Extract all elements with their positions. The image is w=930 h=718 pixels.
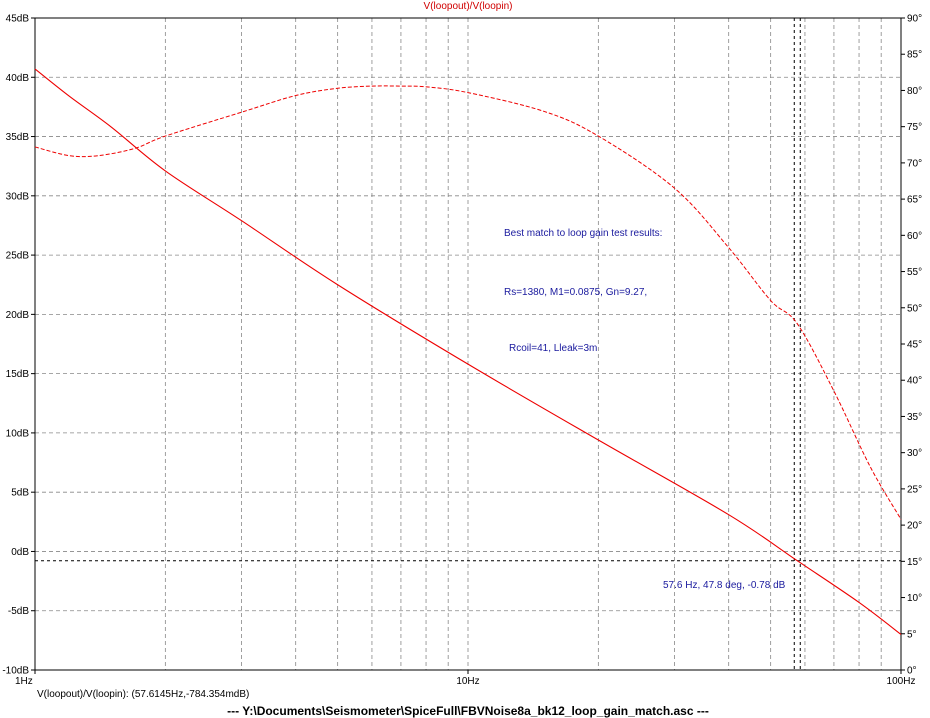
right-axis: 0° 5° 10° 15° 20° 25° 30° 35° 40° 45° 50° 55° 60° 65°…	[901, 14, 922, 677]
left-tick-label: 5dB	[11, 488, 29, 499]
right-tick-label: 80°	[907, 86, 922, 97]
left-tick-label: 10dB	[6, 428, 30, 439]
annotation-params-2: Rcoil=41, Lleak=3m	[509, 343, 597, 354]
left-tick-label: 15dB	[6, 369, 30, 380]
right-tick-label: 40°	[907, 376, 922, 387]
left-tick-label: 30dB	[6, 191, 30, 202]
right-tick-label: 70°	[907, 158, 922, 169]
right-tick-label: 60°	[907, 231, 922, 242]
left-tick-label: -5dB	[8, 606, 29, 617]
annotation-params-1: Rs=1380, M1=0.0875, Gn=9.27,	[504, 287, 647, 298]
left-tick-label: -10dB	[2, 666, 29, 677]
right-tick-label: 35°	[907, 412, 922, 423]
left-tick-label: 45dB	[6, 14, 30, 25]
magnitude-trace[interactable]	[34, 68, 902, 635]
grid-layer	[35, 18, 901, 670]
phase-trace[interactable]	[34, 85, 902, 520]
left-tick-label: 35dB	[6, 132, 30, 143]
left-tick-label: 0dB	[11, 547, 29, 558]
x-tick-label: 10Hz	[456, 676, 479, 687]
x-tick-label: 100Hz	[887, 676, 916, 687]
file-title: --- Y:\Documents\Seismometer\SpiceFull\F…	[227, 704, 709, 718]
left-tick-label: 20dB	[6, 310, 30, 321]
left-tick-label: 25dB	[6, 251, 30, 262]
right-tick-label: 25°	[907, 484, 922, 495]
x-axis: 1Hz 10Hz 100Hz	[15, 670, 915, 687]
right-tick-label: 85°	[907, 50, 922, 61]
annotation-best-match: Best match to loop gain test results:	[504, 228, 662, 239]
left-axis: -10dB -5dB 0dB 5dB 10dB 15dB 20dB 25dB 30dB 35dB 4…	[2, 14, 35, 677]
right-tick-label: 15°	[907, 557, 922, 568]
right-tick-label: 75°	[907, 122, 922, 133]
right-tick-label: 90°	[907, 14, 922, 25]
x-tick-label: 1Hz	[15, 676, 33, 687]
right-tick-label: 10°	[907, 593, 922, 604]
trace-title[interactable]: V(loopout)/V(loopin)	[424, 1, 513, 12]
right-tick-label: 5°	[907, 629, 917, 640]
right-tick-label: 65°	[907, 195, 922, 206]
right-tick-label: 20°	[907, 521, 922, 532]
right-tick-label: 50°	[907, 303, 922, 314]
annotation-cursor-values: 57.6 Hz, 47.8 deg, -0.78 dB	[663, 580, 786, 591]
left-tick-label: 40dB	[6, 73, 30, 84]
right-tick-label: 45°	[907, 340, 922, 351]
right-tick-label: 0°	[907, 666, 917, 677]
cursor-readout: V(loopout)/V(loopin): (57.6145Hz,-784.35…	[37, 689, 249, 700]
right-tick-label: 55°	[907, 267, 922, 278]
right-tick-label: 30°	[907, 448, 922, 459]
